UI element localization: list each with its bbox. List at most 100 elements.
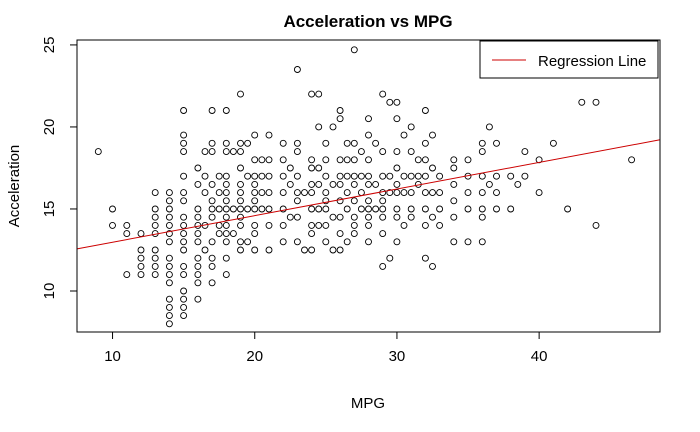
data-point (258, 156, 266, 164)
data-point (407, 205, 415, 213)
data-point (222, 213, 230, 221)
data-point (450, 197, 458, 205)
data-point (251, 221, 259, 229)
data-point (123, 221, 131, 229)
data-point (215, 189, 223, 197)
data-point (429, 213, 436, 221)
data-point (222, 107, 230, 114)
data-point (265, 246, 273, 254)
data-point (165, 279, 173, 287)
data-point (237, 139, 244, 147)
data-point (251, 197, 259, 205)
data-point (315, 164, 323, 172)
data-point (151, 221, 159, 229)
data-point (222, 180, 230, 188)
data-point (237, 197, 244, 205)
data-point (279, 172, 287, 180)
data-point (493, 205, 500, 213)
data-point (165, 205, 173, 213)
data-point (350, 139, 358, 147)
data-point (450, 156, 458, 164)
data-point (293, 213, 301, 221)
data-point (194, 164, 202, 172)
data-point (436, 221, 444, 229)
data-point (485, 123, 493, 131)
data-point (379, 205, 387, 213)
data-point (180, 197, 188, 205)
data-point (393, 189, 401, 197)
x-tick-label: 10 (104, 348, 121, 365)
data-point (251, 230, 259, 238)
data-point (450, 164, 458, 172)
data-point (265, 156, 273, 164)
data-point (308, 90, 316, 98)
data-point (429, 131, 436, 139)
data-point (421, 189, 429, 197)
data-point (137, 254, 145, 262)
data-point (336, 213, 344, 221)
data-point (578, 98, 586, 106)
data-point (478, 213, 486, 221)
data-point (393, 238, 401, 246)
data-point (265, 189, 273, 197)
data-point (407, 213, 415, 221)
data-point (237, 205, 244, 213)
data-point (258, 205, 266, 213)
data-point (165, 230, 173, 238)
data-point (180, 148, 188, 156)
data-point (386, 172, 394, 180)
data-point (208, 262, 216, 270)
data-point (301, 189, 308, 197)
data-point (251, 131, 259, 139)
data-point (407, 123, 415, 131)
data-point (194, 295, 202, 303)
data-point (165, 213, 173, 221)
data-point (436, 172, 444, 180)
data-point (279, 205, 287, 213)
data-point (464, 156, 472, 164)
data-point (251, 189, 259, 197)
data-point (478, 189, 486, 197)
data-point (336, 180, 344, 188)
data-point (379, 189, 387, 197)
data-point (180, 312, 188, 320)
data-point (521, 148, 529, 156)
data-point (336, 230, 344, 238)
data-point (372, 180, 380, 188)
data-point (343, 238, 351, 246)
data-point (251, 156, 259, 164)
data-point (379, 262, 387, 270)
data-point (393, 98, 401, 106)
data-point (201, 189, 209, 197)
data-point (329, 246, 337, 254)
y-tick-label: 15 (41, 201, 58, 218)
data-point (237, 90, 244, 98)
data-point (180, 107, 188, 114)
data-point (350, 180, 358, 188)
data-point (165, 320, 173, 328)
data-point (237, 221, 244, 229)
data-point (222, 139, 230, 147)
data-point (151, 246, 159, 254)
data-point (350, 213, 358, 221)
data-point (308, 156, 316, 164)
data-point (592, 221, 600, 229)
data-point (180, 189, 188, 197)
data-point (421, 139, 429, 147)
data-point (123, 230, 131, 238)
data-point (151, 205, 159, 213)
data-point (379, 90, 387, 98)
data-point (628, 156, 636, 164)
data-point (393, 148, 401, 156)
data-point (393, 213, 401, 221)
data-point (393, 180, 401, 188)
data-point (137, 230, 145, 238)
data-point (222, 230, 230, 238)
data-point (315, 205, 323, 213)
data-point (336, 156, 344, 164)
data-point (308, 221, 316, 229)
data-point (436, 189, 444, 197)
data-point (414, 172, 422, 180)
data-point (493, 189, 500, 197)
data-point (336, 172, 344, 180)
